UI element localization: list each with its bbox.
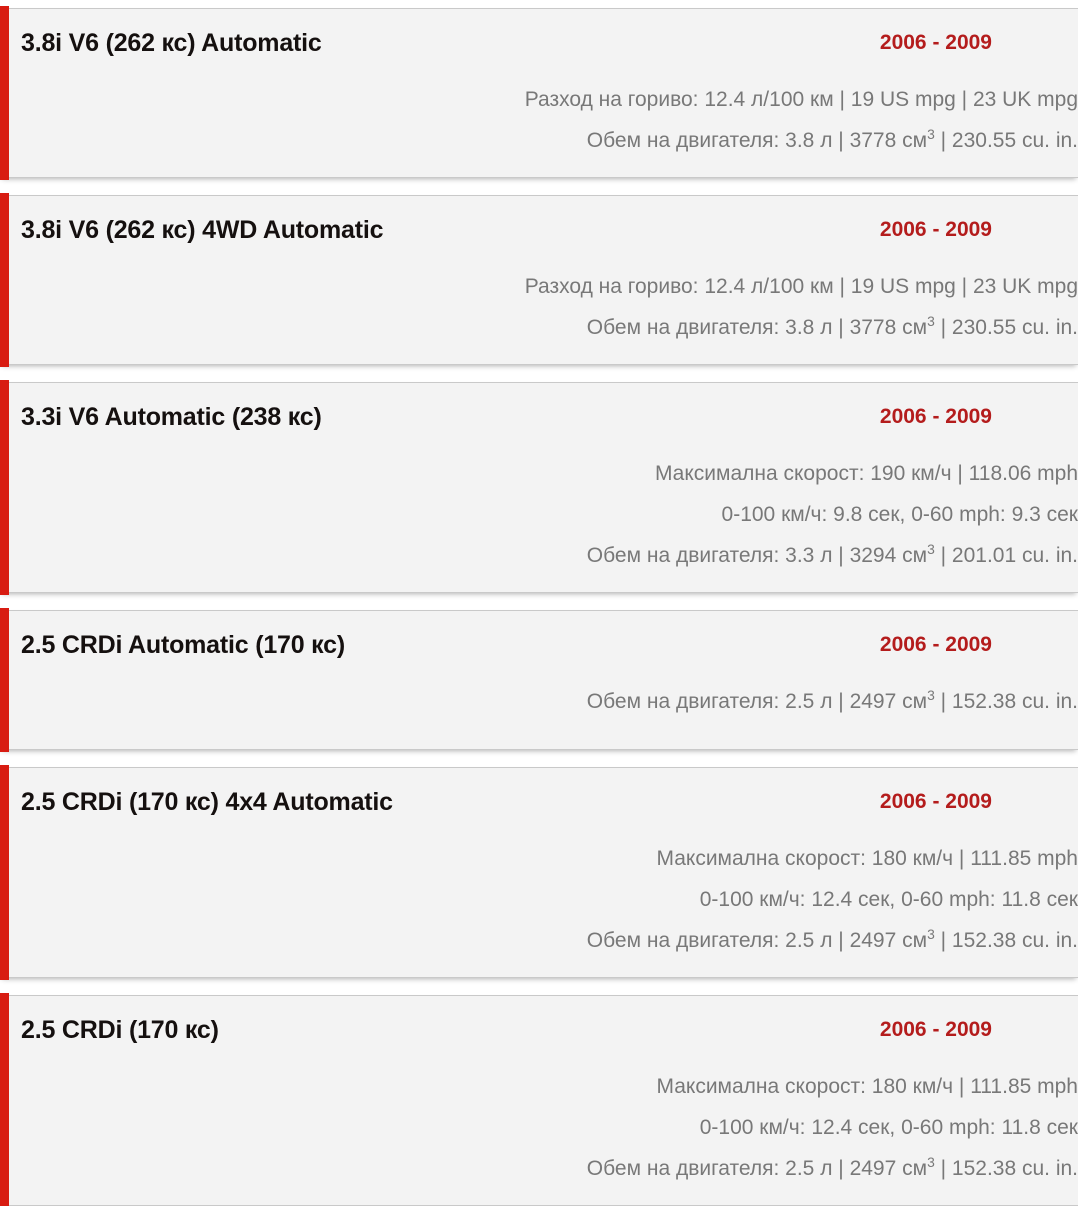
spec-superscript: 3	[927, 926, 935, 942]
variant-card-header: 2.5 CRDi Automatic (170 кс) 2006 - 2009	[21, 625, 1078, 667]
red-accent-bar	[0, 765, 9, 980]
spec-text-prefix: Обем на двигателя: 2.5 л | 2497 см	[586, 690, 928, 713]
variant-title[interactable]: 2.5 CRDi (170 кс) 4x4 Automatic	[21, 788, 393, 816]
variant-card[interactable]: 2.5 CRDi Automatic (170 кс) 2006 - 2009 Об…	[0, 608, 1078, 752]
spec-text-suffix: | 230.55 cu. in.	[934, 129, 1078, 152]
variant-card-body: 2.5 CRDi Automatic (170 кс) 2006 - 2009 Об…	[0, 611, 1078, 738]
variant-spec-line: 0-100 км/ч: 12.4 сек, 0-60 mph: 11.8 сек	[699, 888, 1078, 911]
variant-spec-line: 0-100 км/ч: 12.4 сек, 0-60 mph: 11.8 сек	[699, 1116, 1078, 1139]
variant-card[interactable]: 3.8i V6 (262 кс) Automatic 2006 - 2009 Раз…	[0, 6, 1078, 180]
variant-year-range: 2006 - 2009	[879, 405, 992, 428]
spec-text-suffix: | 230.55 cu. in.	[934, 316, 1078, 339]
variant-card-body: 3.3i V6 Automatic (238 кс) 2006 - 2009 Мак…	[0, 383, 1078, 592]
spec-superscript: 3	[927, 541, 935, 557]
variant-spec-line: Обем на двигателя: 3.3 л | 3294 см3 | 20…	[21, 535, 1078, 576]
spec-text-prefix: Обем на двигателя: 3.8 л | 3778 см	[586, 316, 928, 339]
variant-spec-list: Максимална скорост: 180 км/ч | 111.85 mp…	[0, 1066, 1078, 1189]
variant-spec-list: Обем на двигателя: 2.5 л | 2497 см3 | 15…	[0, 681, 1078, 722]
variant-card-header: 3.8i V6 (262 кс) 4WD Automatic 2006 - 200…	[21, 210, 1078, 252]
variant-spec-list: Максимална скорост: 190 км/ч | 118.06 mp…	[0, 453, 1078, 576]
variant-year-range: 2006 - 2009	[879, 790, 992, 813]
red-accent-bar	[0, 380, 9, 595]
variant-spec-line: Максимална скорост: 190 км/ч | 118.06 mp…	[654, 462, 1078, 485]
spec-text-suffix: | 152.38 cu. in.	[934, 690, 1078, 713]
variant-card-body: 3.8i V6 (262 кс) Automatic 2006 - 2009 Раз…	[0, 9, 1078, 177]
variant-card-header: 2.5 CRDi (170 кс) 4x4 Automatic 2006 - 20…	[21, 782, 1078, 824]
variant-title[interactable]: 3.8i V6 (262 кс) 4WD Automatic	[21, 216, 384, 244]
variant-spec-line: Максимална скорост: 180 км/ч | 111.85 mp…	[656, 1075, 1078, 1098]
variant-spec-line: Разход на гориво: 12.4 л/100 км | 19 US …	[524, 88, 1078, 111]
red-accent-bar	[0, 193, 9, 367]
red-accent-bar	[0, 608, 9, 752]
variant-title[interactable]: 3.8i V6 (262 кс) Automatic	[21, 29, 322, 57]
variant-card-header: 3.8i V6 (262 кс) Automatic 2006 - 2009	[21, 23, 1078, 65]
variant-spec-line: Максимална скорост: 180 км/ч | 111.85 mp…	[656, 847, 1078, 870]
variant-card[interactable]: 2.5 CRDi (170 кс) 2006 - 2009 Максимална с…	[0, 993, 1078, 1206]
variant-spec-line: Разход на гориво: 12.4 л/100 км | 19 US …	[524, 275, 1078, 298]
variant-title[interactable]: 2.5 CRDi (170 кс)	[21, 1016, 219, 1044]
spec-text-prefix: Обем на двигателя: 2.5 л | 2497 см	[586, 1157, 928, 1180]
variant-spec-line: Обем на двигателя: 2.5 л | 2497 см3 | 15…	[21, 681, 1078, 722]
variant-title[interactable]: 2.5 CRDi Automatic (170 кс)	[21, 631, 345, 659]
red-accent-bar	[0, 993, 9, 1206]
spec-text-suffix: | 152.38 cu. in.	[934, 1157, 1078, 1180]
spec-superscript: 3	[927, 687, 935, 703]
variant-card-body: 2.5 CRDi (170 кс) 4x4 Automatic 2006 - 20…	[0, 768, 1078, 977]
variant-card[interactable]: 2.5 CRDi (170 кс) 4x4 Automatic 2006 - 20…	[0, 765, 1078, 980]
spec-text-prefix: Обем на двигателя: 3.3 л | 3294 см	[586, 544, 928, 567]
variant-card-body: 2.5 CRDi (170 кс) 2006 - 2009 Максимална с…	[0, 996, 1078, 1205]
variant-spec-line: Обем на двигателя: 3.8 л | 3778 см3 | 23…	[21, 120, 1078, 161]
red-accent-bar	[0, 6, 9, 180]
variant-spec-list: Максимална скорост: 180 км/ч | 111.85 mp…	[0, 838, 1078, 961]
spec-superscript: 3	[927, 313, 935, 329]
spec-text-suffix: | 152.38 cu. in.	[934, 929, 1078, 952]
variant-spec-list: Разход на гориво: 12.4 л/100 км | 19 US …	[0, 79, 1078, 161]
variant-spec-line: Обем на двигателя: 2.5 л | 2497 см3 | 15…	[21, 920, 1078, 961]
variant-spec-line: 0-100 км/ч: 9.8 сек, 0-60 mph: 9.3 сек	[721, 503, 1078, 526]
variant-spec-line: Обем на двигателя: 2.5 л | 2497 см3 | 15…	[21, 1148, 1078, 1189]
variant-year-range: 2006 - 2009	[879, 31, 992, 54]
variant-card[interactable]: 3.3i V6 Automatic (238 кс) 2006 - 2009 Мак…	[0, 380, 1078, 595]
spec-text-suffix: | 201.01 cu. in.	[934, 544, 1078, 567]
variant-year-range: 2006 - 2009	[879, 633, 992, 656]
variant-card-header: 2.5 CRDi (170 кс) 2006 - 2009	[21, 1010, 1078, 1052]
spec-superscript: 3	[927, 126, 935, 142]
variant-year-range: 2006 - 2009	[879, 218, 992, 241]
variant-spec-list: Разход на гориво: 12.4 л/100 км | 19 US …	[0, 266, 1078, 348]
variant-card-header: 3.3i V6 Automatic (238 кс) 2006 - 2009	[21, 397, 1078, 439]
variant-year-range: 2006 - 2009	[879, 1018, 992, 1041]
spec-text-prefix: Обем на двигателя: 2.5 л | 2497 см	[586, 929, 928, 952]
variant-spec-line: Обем на двигателя: 3.8 л | 3778 см3 | 23…	[21, 307, 1078, 348]
spec-text-prefix: Обем на двигателя: 3.8 л | 3778 см	[586, 129, 928, 152]
variant-card[interactable]: 3.8i V6 (262 кс) 4WD Automatic 2006 - 200…	[0, 193, 1078, 367]
spec-superscript: 3	[927, 1154, 935, 1170]
variant-title[interactable]: 3.3i V6 Automatic (238 кс)	[21, 403, 322, 431]
variant-card-body: 3.8i V6 (262 кс) 4WD Automatic 2006 - 200…	[0, 196, 1078, 364]
